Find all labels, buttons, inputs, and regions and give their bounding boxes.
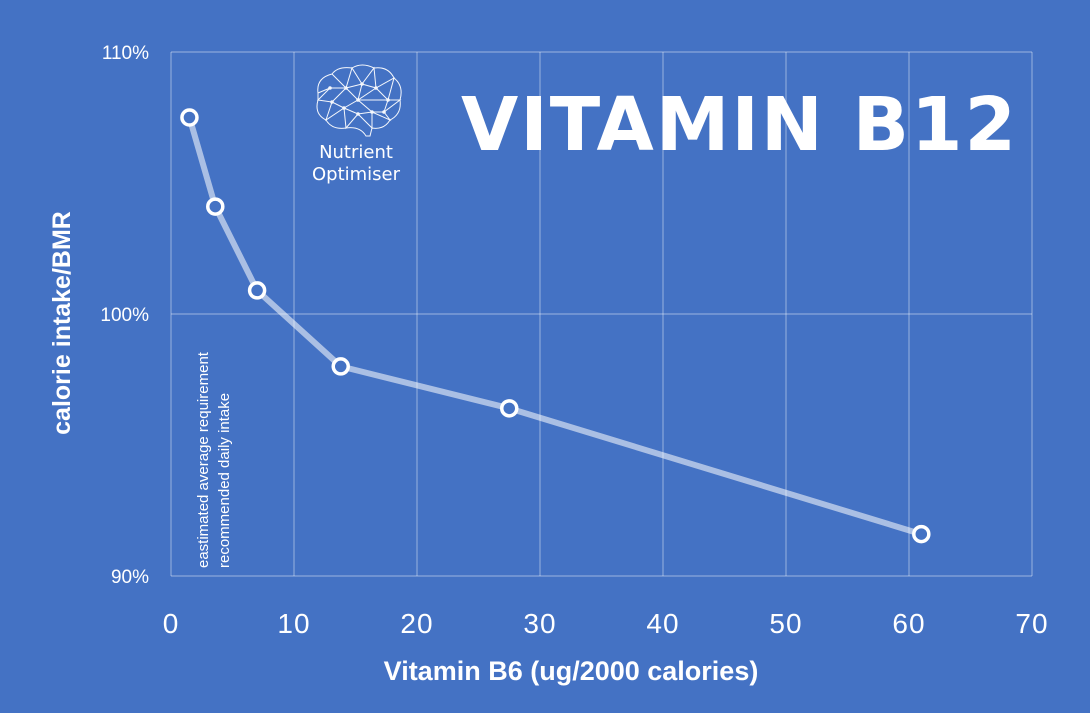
data-point <box>247 281 267 300</box>
x-tick-label: 40 <box>646 608 679 639</box>
x-tick-label: 50 <box>769 608 802 639</box>
x-tick-label: 0 <box>163 608 180 639</box>
x-tick-label: 30 <box>523 608 556 639</box>
annotation-rdi: recommended daily intake <box>216 393 233 568</box>
data-point <box>912 524 931 544</box>
x-axis-title: Vitamin B6 (ug/2000 calories) <box>384 656 759 686</box>
annotation-ear: eastimated average requirement <box>195 351 212 568</box>
logo-text-line2: Optimiser <box>312 164 401 185</box>
x-tick-label: 70 <box>1015 608 1048 639</box>
x-tick-label: 10 <box>277 608 310 639</box>
series-line <box>186 114 925 538</box>
brain-network-icon <box>316 64 402 137</box>
logo-text-line1: Nutrient <box>319 142 393 163</box>
data-point <box>206 197 225 216</box>
y-axis-ticks: 90% 100% 110% <box>100 43 149 588</box>
y-tick-label: 110% <box>102 43 149 64</box>
data-point <box>331 357 350 376</box>
y-axis-title: calorie intake/BMR <box>48 211 76 435</box>
series-group <box>180 108 931 544</box>
logo: Nutrient Optimiser <box>312 64 402 185</box>
data-point <box>500 399 519 418</box>
x-tick-label: 20 <box>400 608 433 639</box>
y-tick-label: 100% <box>100 305 149 326</box>
x-axis-ticks: 0 10 20 30 40 50 60 70 <box>163 608 1048 639</box>
data-point <box>180 108 199 127</box>
x-tick-label: 60 <box>892 608 925 639</box>
grid <box>170 51 1033 577</box>
chart-title: VITAMIN B12 <box>461 82 1018 168</box>
y-tick-label: 90% <box>111 567 149 588</box>
